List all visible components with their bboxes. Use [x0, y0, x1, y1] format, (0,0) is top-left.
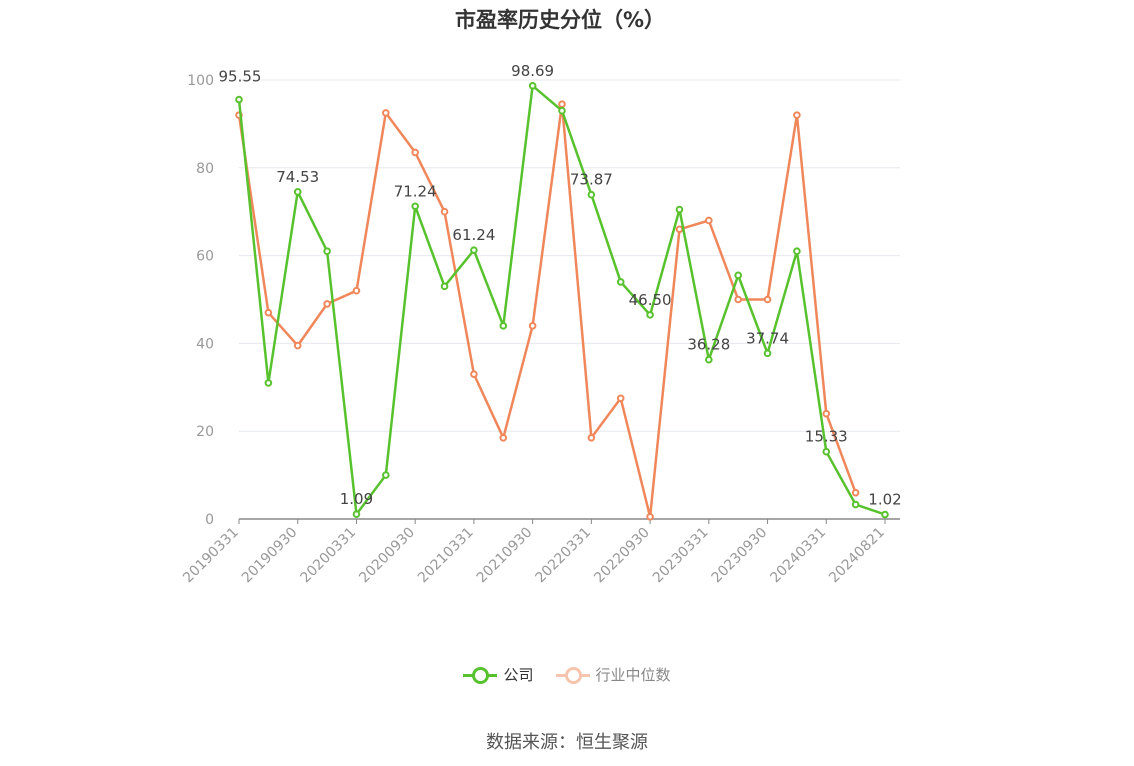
legend: 公司 行业中位数 — [0, 664, 1134, 685]
data-point — [323, 247, 331, 256]
data-label: 73.87 — [570, 171, 613, 189]
data-label: 37.74 — [746, 329, 789, 347]
series-line-industry — [237, 102, 857, 519]
data-point — [734, 295, 742, 304]
series-layer — [235, 81, 889, 521]
x-tick-label: 20230930 — [709, 525, 771, 587]
data-point — [616, 278, 625, 286]
data-point — [382, 471, 390, 479]
x-tick-label: 20220331 — [532, 525, 594, 587]
legend-item-company[interactable]: 公司 — [463, 664, 534, 685]
data-point — [558, 100, 566, 108]
x-tick-label: 20210331 — [415, 525, 477, 587]
legend-industry-label: 行业中位数 — [595, 666, 671, 684]
data-point — [734, 271, 742, 280]
data-point — [440, 282, 449, 291]
data-label: 1.09 — [340, 490, 373, 508]
data-point — [851, 500, 860, 509]
data-point — [587, 433, 596, 442]
data-point — [881, 510, 889, 519]
data-point — [587, 190, 596, 199]
legend-company-label: 公司 — [503, 666, 534, 684]
data-point — [793, 247, 801, 256]
data-point — [411, 148, 419, 157]
data-label: 74.53 — [276, 168, 319, 186]
y-tick-label: 40 — [196, 336, 214, 352]
data-point — [793, 111, 801, 119]
grid-layer — [239, 79, 900, 432]
data-point — [499, 433, 508, 442]
data-label: 61.24 — [452, 226, 495, 244]
x-tick-label: 20230331 — [650, 525, 712, 587]
data-point — [616, 394, 625, 403]
data-point — [705, 216, 713, 225]
x-tick-label: 20190331 — [180, 525, 242, 587]
data-point — [763, 349, 772, 358]
chart-plot: 0 20 40 60 80 100 2019033120190930202003312020… — [180, 62, 902, 587]
x-tick-label: 20240821 — [826, 525, 888, 587]
data-label: 98.69 — [511, 62, 554, 80]
x-tick-label: 20220930 — [591, 525, 653, 587]
data-point — [646, 311, 654, 319]
legend-company-swatch-icon — [463, 665, 498, 685]
data-label: 95.55 — [219, 68, 262, 86]
data-point — [440, 207, 449, 216]
data-label: 1.02 — [868, 491, 901, 509]
data-point — [528, 322, 537, 330]
y-tick-label: 60 — [196, 249, 214, 265]
x-tick-label: 20190930 — [239, 525, 301, 587]
data-point — [352, 286, 361, 295]
data-source: 数据来源：恒生聚源 — [486, 732, 648, 753]
label-layer: 95.55 74.53 1.09 71.24 61.24 98.69 73.87 46.50 3… — [219, 62, 902, 509]
data-label: 15.33 — [805, 428, 848, 446]
data-point — [822, 447, 831, 456]
x-tick-label: 20200331 — [298, 525, 360, 587]
data-point — [411, 202, 419, 211]
data-label: 71.24 — [394, 182, 437, 200]
data-point — [528, 81, 537, 90]
data-point — [235, 95, 243, 104]
data-point — [675, 205, 684, 214]
chart-title: 市盈率历史分位（%） — [454, 8, 666, 32]
data-point — [558, 106, 566, 115]
data-point — [470, 370, 478, 378]
y-tick-label: 100 — [187, 73, 214, 89]
data-point — [352, 510, 361, 519]
x-tick-label: 20210930 — [474, 525, 536, 587]
data-point — [470, 246, 478, 254]
data-point — [323, 300, 331, 308]
data-point — [763, 295, 772, 304]
data-point — [264, 308, 273, 317]
y-tick-label: 0 — [205, 512, 214, 528]
data-point — [705, 355, 713, 364]
data-point — [264, 379, 273, 387]
x-tick-label: 20200930 — [356, 525, 418, 587]
data-label: 46.50 — [629, 291, 672, 309]
y-tick-label: 80 — [196, 161, 214, 177]
data-label: 36.28 — [687, 336, 730, 354]
data-point — [293, 188, 302, 196]
legend-item-industry[interactable]: 行业中位数 — [555, 664, 671, 685]
data-point — [382, 109, 390, 117]
data-point — [646, 513, 654, 521]
data-point — [822, 409, 831, 418]
y-tick-label: 20 — [196, 424, 214, 440]
data-point — [675, 225, 684, 234]
x-tick-label: 20240331 — [767, 525, 829, 587]
data-point — [293, 341, 302, 350]
legend-industry-swatch-icon — [555, 665, 590, 685]
data-point — [499, 322, 508, 330]
data-point — [851, 488, 860, 497]
